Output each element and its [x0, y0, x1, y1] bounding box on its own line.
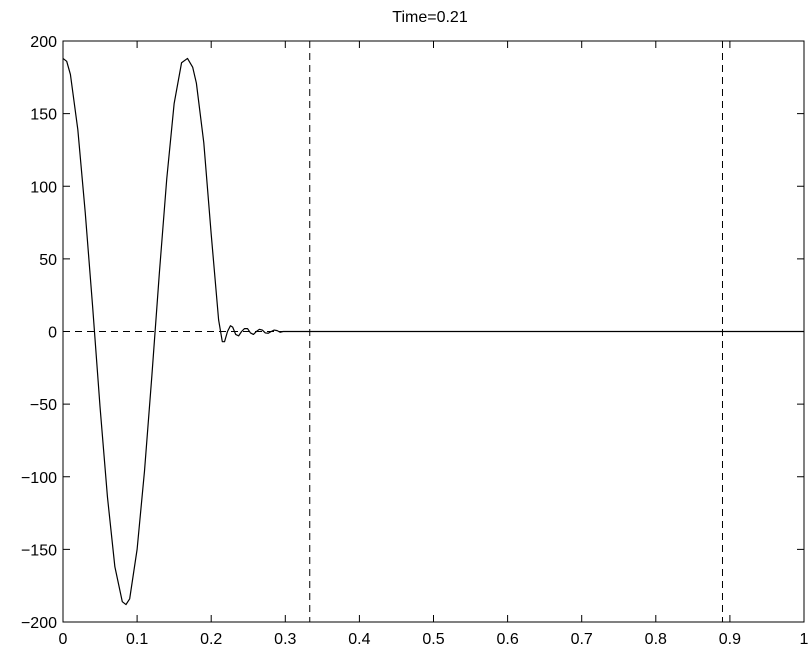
- y-tick-label: −150: [21, 542, 57, 559]
- x-tick-label: 0.4: [348, 631, 370, 648]
- x-tick-label: 0.7: [571, 631, 593, 648]
- x-tick-label: 0.5: [422, 631, 444, 648]
- y-tick-labels: −200 −150 −100 −50 0 50 100 150 200: [21, 34, 57, 632]
- x-tick-label: 0.9: [719, 631, 741, 648]
- chart-title: Time=0.21: [392, 9, 468, 26]
- y-tick-label: −100: [21, 470, 57, 487]
- x-tick-labels: 0 0.1 0.2 0.3 0.4 0.5 0.6 0.7 0.8 0.9 1: [59, 631, 809, 648]
- data-series: [62, 57, 804, 606]
- y-tick-label: 100: [30, 179, 57, 196]
- x-tick-label: 0.1: [126, 631, 148, 648]
- y-tick-label: −50: [30, 397, 57, 414]
- x-tick-label: 1: [800, 631, 809, 648]
- x-tick-label: 0.8: [645, 631, 667, 648]
- y-tick-label: 200: [30, 34, 57, 51]
- series-line-0: [62, 57, 804, 606]
- y-tick-label: 0: [48, 325, 57, 342]
- x-tick-label: 0: [59, 631, 68, 648]
- x-tick-label: 0.2: [200, 631, 222, 648]
- y-tick-label: 150: [30, 107, 57, 124]
- x-tick-label: 0.3: [274, 631, 296, 648]
- x-tick-label: 0.6: [496, 631, 518, 648]
- y-tick-label: −200: [21, 615, 57, 632]
- y-tick-label: 50: [39, 252, 57, 269]
